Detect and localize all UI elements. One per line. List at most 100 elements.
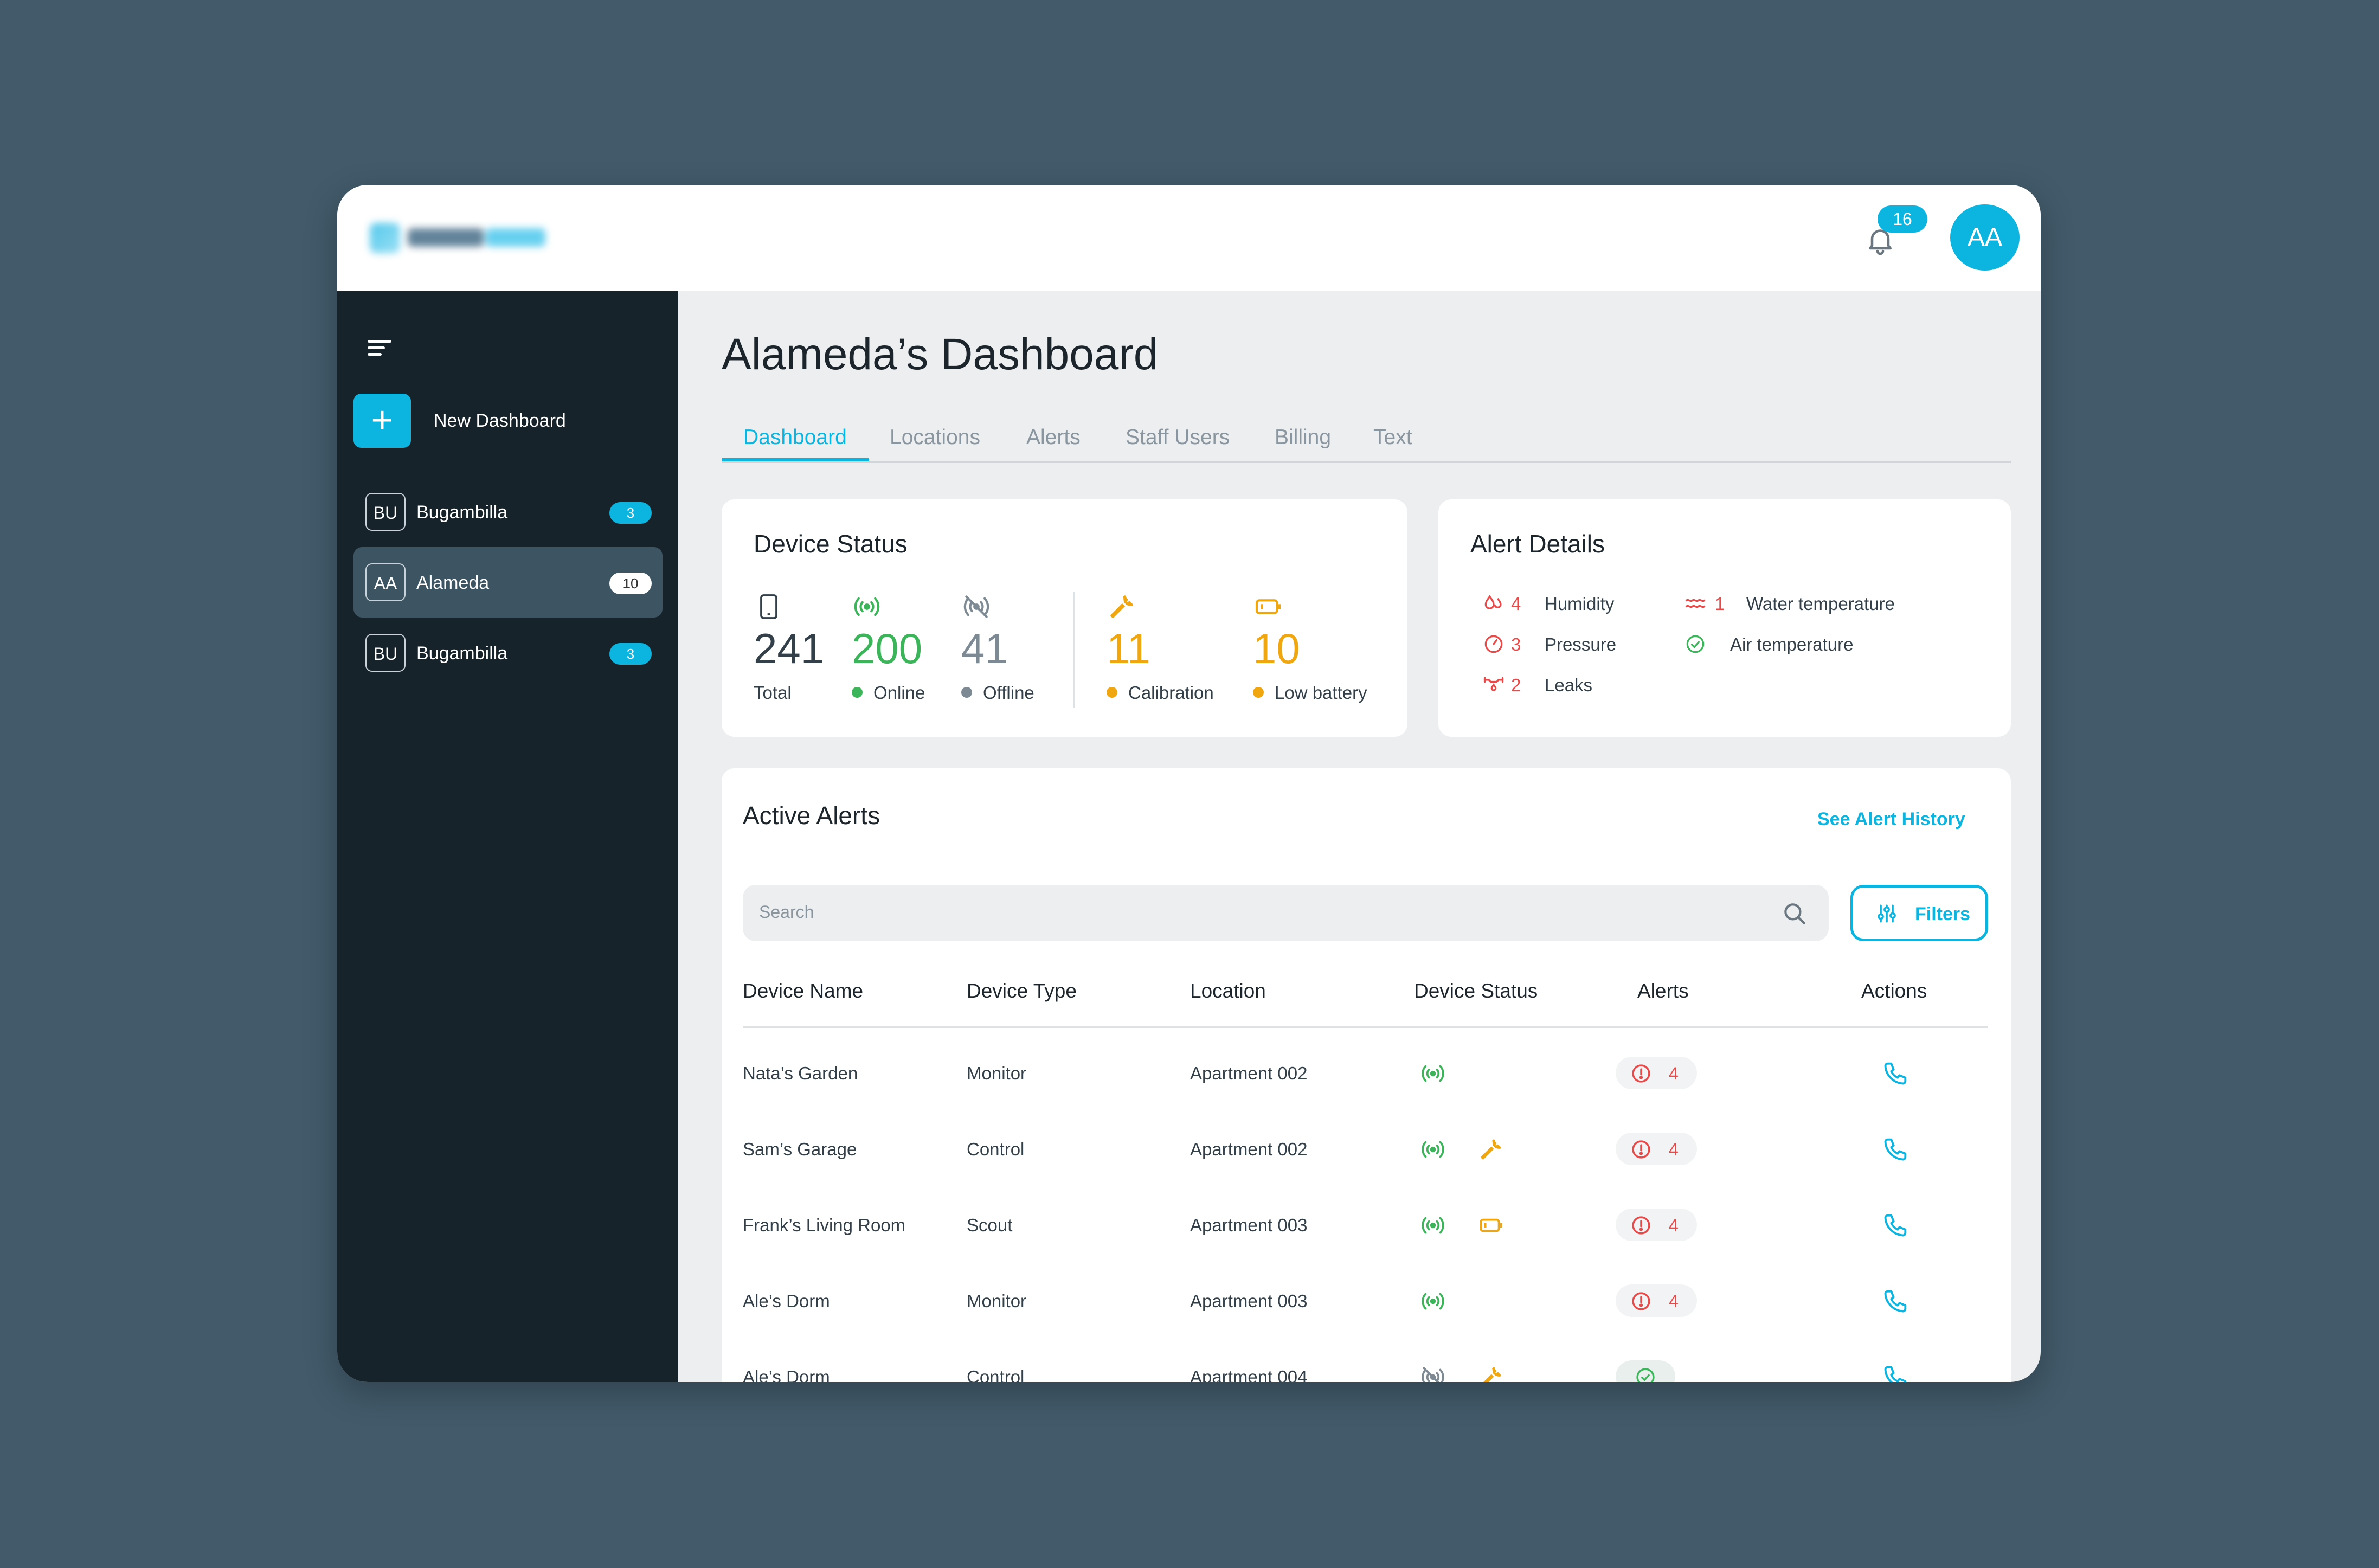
- water-wave-icon: [1685, 599, 1706, 608]
- stat-value: 41: [961, 625, 1008, 672]
- signal-icon: [1422, 1217, 1444, 1234]
- wrench-icon: [1481, 1139, 1501, 1160]
- tab-staff-users[interactable]: Staff Users: [1126, 426, 1230, 449]
- user-avatar[interactable]: AA: [1950, 204, 2020, 271]
- sidebar-item-label: Bugambilla: [416, 643, 508, 664]
- phone-icon[interactable]: [1882, 1363, 1910, 1382]
- tab-bar: Dashboard Locations Alerts Staff Users B…: [722, 420, 2011, 463]
- table-row[interactable]: Frank’s Living Room Scout Apartment 003 …: [722, 1187, 2011, 1263]
- phone-icon[interactable]: [1882, 1135, 1910, 1163]
- table-row[interactable]: Ale’s Dorm Monitor Apartment 003 4: [722, 1263, 2011, 1339]
- alert-count: 4: [1669, 1064, 1679, 1083]
- alert-circle-icon: [1632, 1064, 1650, 1083]
- filters-button[interactable]: Filters: [1850, 885, 1988, 941]
- menu-icon[interactable]: [368, 340, 391, 359]
- bell-icon[interactable]: [1864, 224, 1896, 256]
- tab-alerts[interactable]: Alerts: [1026, 426, 1081, 449]
- alert-label: Water temperature: [1746, 594, 1895, 614]
- phone-icon[interactable]: [1882, 1287, 1910, 1315]
- see-alert-history-link[interactable]: See Alert History: [1817, 809, 1965, 830]
- count-badge: 3: [609, 643, 652, 665]
- column-header-device-name[interactable]: Device Name: [743, 980, 864, 1002]
- phone-icon[interactable]: [1882, 1211, 1910, 1239]
- active-tab-indicator: [722, 458, 869, 461]
- cell-location: Apartment 002: [1190, 1063, 1308, 1083]
- search-placeholder: Search: [759, 902, 814, 922]
- notification-badge: 16: [1878, 205, 1927, 233]
- alert-details-card: Alert Details 4 Humidity 3 Pressure 2 Le…: [1438, 499, 2011, 737]
- alert-count-pill[interactable]: 4: [1616, 1209, 1697, 1241]
- table-row[interactable]: Ale’s Dorm Control Apartment 004: [722, 1339, 2011, 1382]
- column-header-device-status[interactable]: Device Status: [1414, 980, 1538, 1002]
- alert-ok-pill[interactable]: [1616, 1360, 1675, 1382]
- table-row[interactable]: Sam’s Garage Control Apartment 002 4: [722, 1111, 2011, 1187]
- phone-icon[interactable]: [1882, 1059, 1910, 1087]
- search-bar[interactable]: Search: [743, 885, 1829, 941]
- column-header-location[interactable]: Location: [1190, 980, 1266, 1002]
- nav-avatar: BU: [365, 634, 406, 672]
- stat-value: 200: [852, 625, 923, 672]
- filters-label: Filters: [1915, 904, 1971, 924]
- cell-device-type: Scout: [967, 1215, 1013, 1235]
- stat-value: 241: [754, 625, 825, 672]
- calibration-dot: [1107, 687, 1117, 698]
- signal-icon: [854, 597, 880, 616]
- brand-logo[interactable]: [370, 221, 549, 255]
- sidebar: + New Dashboard BU Bugambilla 3 AA Alame…: [337, 291, 678, 1382]
- sliders-icon: [1878, 904, 1896, 923]
- table-row[interactable]: Nata’s Garden Monitor Apartment 002 4: [722, 1035, 2011, 1111]
- cell-device-name: Nata’s Garden: [743, 1063, 858, 1083]
- search-icon[interactable]: [1781, 900, 1808, 927]
- column-header-actions[interactable]: Actions: [1861, 980, 1927, 1002]
- check-circle-icon: [1686, 635, 1705, 653]
- cell-device-name: Ale’s Dorm: [743, 1367, 830, 1382]
- divider: [1073, 592, 1075, 708]
- cell-location: Apartment 004: [1190, 1367, 1308, 1382]
- cell-device-type: Control: [967, 1139, 1025, 1159]
- cell-device-name: Frank’s Living Room: [743, 1215, 906, 1235]
- app-window: 16 AA + New Dashboard BU Bugambilla 3 AA…: [337, 185, 2041, 1382]
- count-badge: 3: [609, 502, 652, 524]
- tab-billing[interactable]: Billing: [1275, 426, 1332, 449]
- column-header-alerts[interactable]: Alerts: [1637, 980, 1689, 1002]
- new-dashboard-label[interactable]: New Dashboard: [434, 410, 566, 431]
- battery-icon: [1255, 599, 1281, 614]
- alert-label: Humidity: [1545, 594, 1615, 614]
- alert-circle-icon: [1632, 1292, 1650, 1310]
- tab-locations[interactable]: Locations: [890, 426, 980, 449]
- alert-label: Air temperature: [1730, 634, 1854, 654]
- alert-count: 3: [1511, 634, 1521, 654]
- stat-label: Offline: [961, 683, 1034, 703]
- card-title: Device Status: [754, 530, 908, 558]
- wrench-icon: [1110, 595, 1133, 618]
- alert-count-pill[interactable]: 4: [1616, 1284, 1697, 1317]
- wrench-icon: [1483, 1367, 1501, 1382]
- alert-label: Leaks: [1545, 675, 1593, 695]
- alert-count-pill[interactable]: 4: [1616, 1133, 1697, 1165]
- alert-label: Pressure: [1545, 634, 1617, 654]
- top-bar: 16 AA: [337, 185, 2041, 291]
- table-header-divider: [743, 1026, 1988, 1028]
- alert-count: 4: [1511, 594, 1521, 614]
- cell-location: Apartment 003: [1190, 1291, 1308, 1311]
- tab-dashboard[interactable]: Dashboard: [743, 426, 847, 449]
- stat-label-text: Low battery: [1275, 683, 1367, 703]
- sidebar-item-bugambilla[interactable]: BU Bugambilla 3: [353, 477, 663, 547]
- stat-label: Total: [754, 683, 792, 703]
- alert-count-pill[interactable]: 4: [1616, 1057, 1697, 1089]
- tab-text[interactable]: Text: [1373, 426, 1412, 449]
- sidebar-item-bugambilla-2[interactable]: BU Bugambilla 3: [353, 618, 663, 688]
- cell-device-type: Control: [967, 1367, 1025, 1382]
- column-header-device-type[interactable]: Device Type: [967, 980, 1077, 1002]
- stat-value: 10: [1253, 625, 1300, 672]
- cell-location: Apartment 002: [1190, 1139, 1308, 1159]
- new-dashboard-button[interactable]: +: [353, 394, 411, 448]
- stat-value: 11: [1107, 625, 1150, 672]
- card-title: Alert Details: [1470, 530, 1605, 558]
- sidebar-item-alameda[interactable]: AA Alameda 10: [353, 547, 663, 618]
- signal-off-icon: [1422, 1367, 1444, 1382]
- alert-count: 4: [1669, 1291, 1679, 1311]
- alert-count: 1: [1715, 594, 1725, 614]
- tablet-icon: [760, 594, 777, 619]
- signal-off-icon: [963, 595, 989, 618]
